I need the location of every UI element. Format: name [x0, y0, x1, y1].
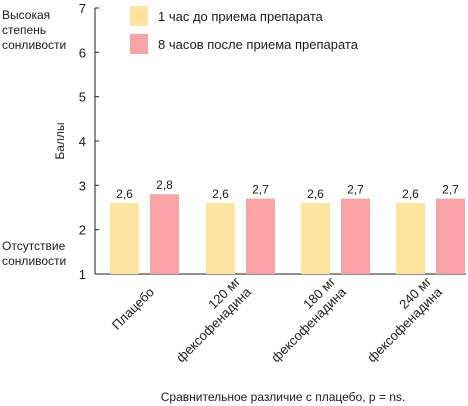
y-tick-label: 1 [79, 267, 86, 282]
bar-value-label: 2,6 [212, 187, 229, 201]
bar-value-label: 2,8 [156, 178, 173, 192]
footnote: Сравнительное различие с плацебо, p = ns… [161, 390, 406, 404]
y-annotation-bottom: Отсутствие сонливости [2, 239, 69, 268]
y-tick-label: 7 [79, 1, 86, 16]
bar-value-label: 2,6 [116, 187, 133, 201]
y-tick-label: 4 [79, 134, 86, 149]
y-annotation-bottom-line: сонливости [2, 254, 66, 268]
legend-label: 8 часов после приема препарата [158, 37, 359, 52]
bar-value-label: 2,7 [442, 183, 459, 197]
y-axis-title: Баллы [53, 122, 67, 159]
bar [246, 198, 275, 274]
y-annotation-bottom-line: Отсутствие [2, 239, 66, 253]
legend-swatch [130, 6, 148, 26]
y-annotation-top-line: степень [2, 23, 46, 37]
bar [341, 198, 370, 274]
x-tick-label: Плацебо [109, 284, 157, 332]
bar [301, 203, 330, 274]
bar [110, 203, 139, 274]
bar-value-label: 2,6 [307, 187, 324, 201]
y-tick-label: 2 [79, 223, 86, 238]
y-annotation-top-line: Высокая [2, 8, 50, 22]
x-tick-label-line: Плацебо [109, 284, 157, 332]
y-tick-label: 5 [79, 90, 86, 105]
y-annotation-top-line: сонливости [2, 38, 66, 52]
bar [150, 194, 179, 274]
bar-value-label: 2,6 [402, 187, 419, 201]
bar-value-label: 2,7 [347, 183, 364, 197]
bar [396, 203, 425, 274]
legend-label: 1 час до приема препарата [158, 9, 324, 24]
y-tick-label: 3 [79, 178, 86, 193]
bar-value-label: 2,7 [252, 183, 269, 197]
legend-swatch [130, 34, 148, 54]
bar [436, 198, 465, 274]
y-annotation-top: Высокая степень сонливости [2, 8, 66, 52]
bar [206, 203, 235, 274]
y-tick-label: 6 [79, 45, 86, 60]
